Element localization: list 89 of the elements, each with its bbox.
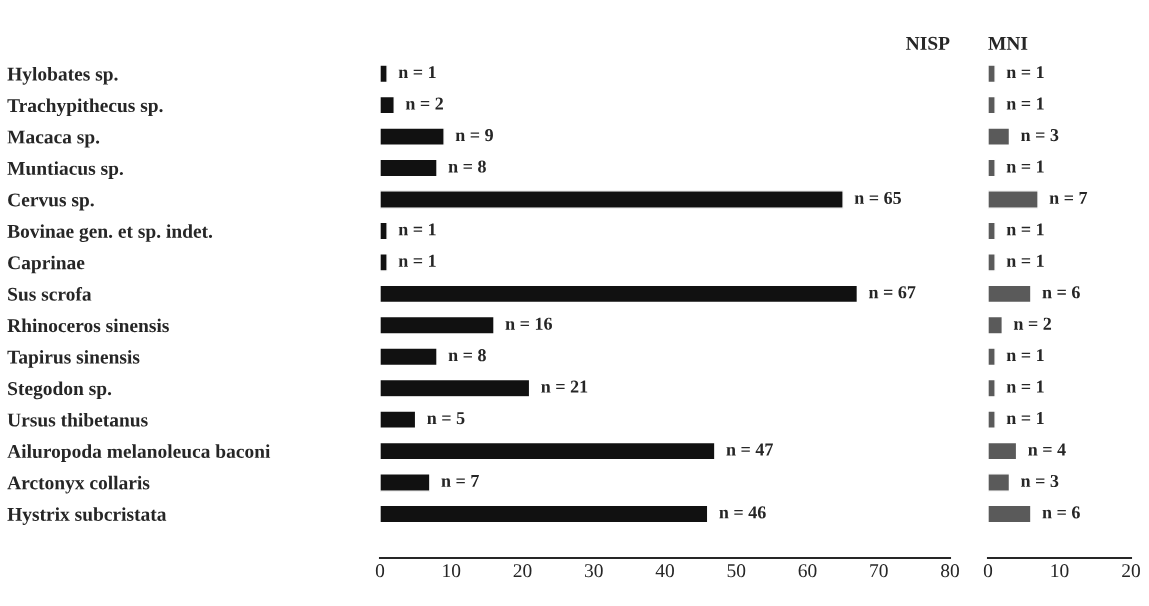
bar: [380, 253, 388, 272]
data-label: n = 5: [427, 412, 465, 425]
bar: [988, 315, 1003, 335]
y-tick-label: Bovinae gen. et sp. indet.: [7, 224, 213, 242]
bar: [988, 221, 996, 241]
bar: [380, 190, 844, 209]
bar: [988, 473, 1011, 492]
data-label: n = 1: [398, 254, 436, 267]
bar: [380, 441, 716, 461]
y-tick-label: Ursus thibetanus: [7, 412, 148, 427]
bar: [988, 158, 996, 178]
bar: [380, 347, 438, 367]
data-label: n = 47: [726, 443, 773, 456]
x-tick-label: 80: [941, 564, 959, 578]
bar: [988, 127, 1011, 146]
y-tick-label: Trachypithecus sp.: [7, 98, 163, 117]
data-label: n = 6: [1042, 286, 1080, 299]
data-label: n = 4: [1028, 443, 1066, 456]
x-tick-label: 0: [375, 564, 385, 578]
bar: [380, 504, 709, 524]
data-label: n = 1: [1006, 160, 1044, 173]
bar: [988, 441, 1018, 461]
y-tick-label: Hylobates sp.: [7, 66, 118, 85]
bar: [380, 64, 388, 84]
bar: [380, 158, 438, 178]
bar: [380, 95, 395, 115]
bar: [380, 473, 431, 492]
y-tick-label: Tapirus sinensis: [7, 350, 140, 368]
data-label: n = 46: [719, 506, 766, 519]
y-tick-label: Rhinoceros sinensis: [7, 318, 169, 333]
bar: [988, 253, 996, 272]
data-label: n = 21: [541, 380, 588, 393]
data-label: n = 1: [1006, 97, 1044, 110]
data-label: n = 65: [854, 191, 901, 205]
bar: [988, 95, 996, 115]
bar: [380, 410, 417, 429]
bar: [988, 284, 1032, 304]
x-tick-label: 20: [513, 564, 532, 578]
y-tick-label: Stegodon sp.: [8, 381, 112, 400]
data-label: n = 1: [1006, 380, 1044, 393]
y-tick-label: Hystrix subcristata: [7, 507, 167, 525]
bar: [988, 190, 1039, 209]
y-tick-label: Muntiacus sp.: [7, 161, 123, 179]
x-tick-label: 10: [1051, 564, 1069, 578]
data-label: n = 7: [1049, 192, 1088, 204]
chart-title: NISP: [906, 36, 950, 50]
bar: [380, 284, 859, 304]
bar: [988, 378, 996, 398]
bar: [380, 127, 445, 146]
x-tick-label: 70: [870, 564, 888, 578]
x-tick-label: 40: [655, 564, 674, 578]
data-label: n = 16: [505, 317, 552, 330]
y-tick-label: Cervus sp.: [8, 193, 94, 211]
bar: [988, 410, 996, 429]
x-tick-label: 60: [798, 564, 817, 578]
x-tick-label: 0: [983, 564, 993, 578]
data-label: n = 8: [448, 349, 486, 362]
data-label: n = 1: [398, 223, 436, 236]
y-tick-label: Ailuropoda melanoleuca baconi: [7, 444, 271, 462]
data-label: n = 1: [398, 66, 436, 79]
x-tick-label: 50: [727, 564, 746, 578]
data-label: n = 1: [1006, 349, 1044, 362]
x-tick-label: 10: [443, 564, 461, 578]
data-label: n = 6: [1042, 506, 1080, 519]
bar: [380, 315, 495, 335]
data-label: n = 1: [1006, 223, 1044, 236]
data-label: n = 1: [1006, 254, 1044, 267]
data-label: n = 3: [1021, 129, 1059, 142]
x-tick-label: 30: [584, 564, 603, 578]
bar: [988, 347, 996, 367]
y-tick-label: Arctonyx collaris: [7, 475, 150, 494]
y-tick-label: Caprinae: [8, 255, 85, 274]
data-label: n = 9: [455, 129, 493, 142]
data-label: n = 67: [868, 286, 916, 299]
bar: [380, 221, 388, 241]
data-label: n = 1: [1006, 66, 1044, 79]
y-tick-label: Sus scrofa: [8, 286, 92, 301]
data-label: n = 2: [405, 97, 443, 110]
data-label: n = 1: [1006, 412, 1044, 424]
data-label: n = 8: [448, 160, 486, 173]
y-tick-label: Macaca sp.: [7, 130, 100, 148]
x-tick-label: 20: [1122, 564, 1140, 578]
data-label: n = 7: [441, 475, 479, 487]
bar: [380, 378, 531, 398]
bar: [988, 504, 1032, 524]
chart-title: MNI: [988, 36, 1028, 50]
data-label: n = 3: [1021, 474, 1059, 488]
data-label: n = 2: [1013, 317, 1052, 330]
bar: [988, 64, 996, 84]
